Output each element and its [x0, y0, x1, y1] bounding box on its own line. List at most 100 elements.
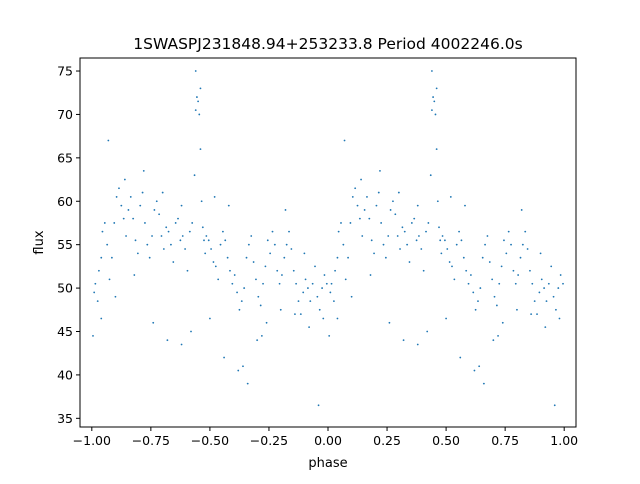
data-point-47 — [377, 191, 380, 194]
data-point-67 — [401, 226, 404, 229]
data-point-75 — [410, 222, 413, 224]
data-point-197 — [543, 287, 546, 289]
data-point-144 — [245, 256, 248, 259]
data-point-109 — [440, 252, 443, 255]
y-tick-label: 40 — [57, 367, 73, 382]
data-point-95 — [432, 96, 434, 98]
data-point-42 — [136, 252, 139, 255]
data-point-150 — [252, 261, 255, 263]
data-point-33 — [361, 235, 364, 237]
data-point-77 — [413, 217, 416, 220]
data-point-139 — [474, 308, 477, 311]
x-tick-label: −0.50 — [191, 433, 229, 448]
data-point-203 — [550, 265, 553, 268]
data-point-183 — [526, 248, 529, 250]
data-point-27 — [354, 187, 357, 190]
data-point-192 — [302, 291, 305, 294]
data-point-225 — [416, 343, 419, 346]
data-point-3 — [329, 291, 332, 294]
x-tick-label: 1.00 — [550, 433, 578, 448]
data-point-65 — [399, 248, 401, 250]
data-point-198 — [309, 300, 312, 303]
data-point-80 — [181, 235, 184, 237]
data-point-133 — [467, 282, 470, 285]
data-point-122 — [219, 243, 222, 246]
data-point-46 — [141, 191, 144, 194]
data-point-71 — [406, 243, 409, 246]
data-point-28 — [120, 204, 123, 207]
data-point-38 — [132, 217, 135, 220]
data-point-274 — [317, 404, 320, 407]
data-point-191 — [536, 313, 538, 316]
data-point-48 — [144, 222, 146, 224]
data-point-149 — [486, 235, 489, 237]
data-point-101 — [435, 148, 438, 151]
data-point-81 — [418, 235, 420, 237]
data-point-155 — [493, 295, 496, 298]
data-point-172 — [278, 282, 281, 285]
data-point-189 — [533, 300, 536, 303]
data-point-72 — [172, 261, 175, 263]
data-point-90 — [193, 174, 196, 177]
data-point-241 — [516, 308, 518, 311]
x-tick-label: 0.50 — [432, 433, 460, 448]
x-tick-label: 0.25 — [373, 433, 401, 448]
data-point-236 — [256, 339, 259, 342]
data-point-199 — [545, 300, 548, 303]
data-point-112 — [207, 239, 210, 242]
y-axis-label: flux — [32, 230, 47, 254]
data-point-212 — [325, 282, 328, 285]
data-point-160 — [264, 265, 267, 268]
data-point-208 — [321, 287, 323, 289]
data-point-105 — [438, 226, 440, 229]
data-point-55 — [387, 235, 390, 237]
y-tick-label: 55 — [57, 237, 73, 252]
data-point-22 — [113, 222, 116, 224]
data-point-138 — [238, 308, 241, 311]
data-point-195 — [540, 278, 543, 281]
data-point-8 — [98, 269, 100, 272]
data-point-91 — [429, 174, 432, 177]
data-point-108 — [204, 252, 207, 255]
data-point-40 — [134, 239, 137, 242]
data-point-110 — [205, 235, 208, 237]
data-point-211 — [559, 274, 562, 276]
data-point-24 — [115, 196, 118, 198]
data-point-275 — [553, 404, 556, 407]
data-point-52 — [148, 256, 151, 259]
data-point-151 — [488, 261, 491, 263]
data-point-10 — [100, 256, 103, 259]
data-point-240 — [279, 308, 282, 311]
data-point-116 — [212, 261, 215, 263]
data-point-37 — [366, 196, 368, 198]
data-point-193 — [538, 291, 541, 294]
data-point-128 — [226, 256, 229, 259]
data-point-173 — [514, 282, 517, 285]
data-point-98 — [198, 113, 201, 116]
data-point-209 — [557, 287, 560, 289]
data-point-87 — [425, 230, 427, 233]
data-point-12 — [101, 230, 104, 233]
data-point-89 — [427, 222, 430, 224]
data-point-16 — [106, 243, 109, 246]
data-point-18 — [108, 278, 111, 281]
data-point-272 — [303, 252, 306, 255]
data-point-255 — [397, 191, 400, 194]
data-point-154 — [257, 295, 260, 298]
data-point-251 — [360, 178, 362, 181]
data-point-147 — [484, 243, 486, 246]
data-point-162 — [266, 239, 269, 242]
data-point-175 — [517, 274, 520, 276]
data-point-93 — [431, 109, 433, 111]
data-point-132 — [231, 282, 234, 285]
data-point-127 — [460, 239, 463, 242]
data-point-148 — [250, 235, 253, 237]
data-point-140 — [240, 300, 243, 303]
data-point-102 — [200, 200, 203, 203]
data-point-174 — [281, 274, 283, 276]
x-tick-label: 0.75 — [491, 433, 519, 448]
data-point-248 — [107, 139, 110, 142]
data-point-145 — [481, 256, 484, 259]
